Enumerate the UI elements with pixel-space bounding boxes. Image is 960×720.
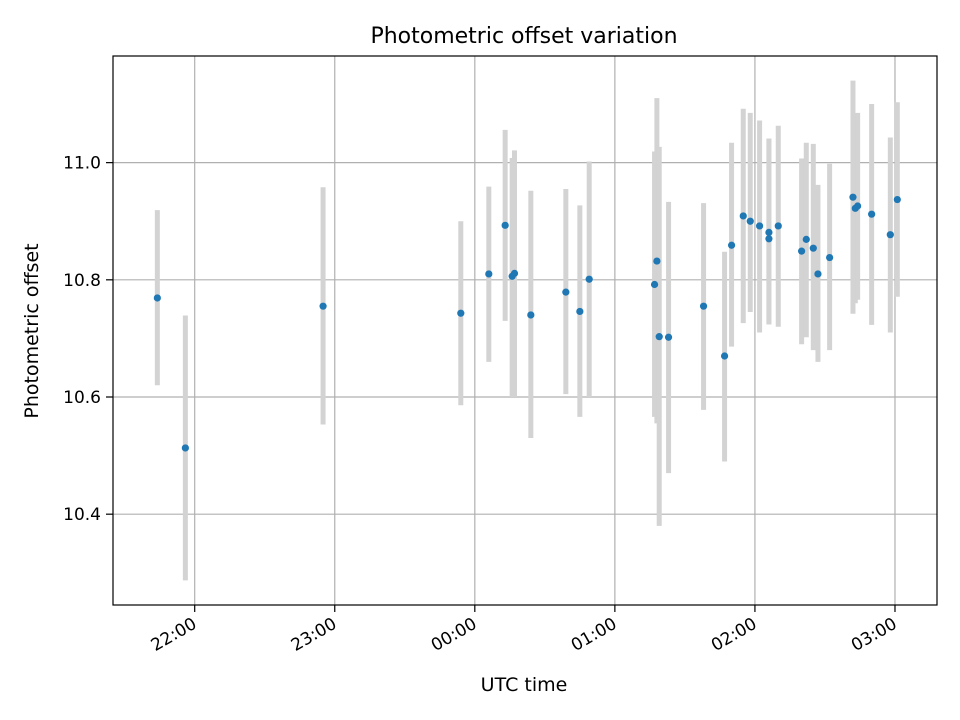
data-point: [739, 212, 747, 220]
data-point: [765, 228, 773, 236]
data-point: [655, 333, 663, 341]
data-point: [562, 288, 570, 296]
data-point: [774, 222, 782, 230]
x-tick-label: 22:00: [148, 614, 200, 656]
x-tick-label: 01:00: [568, 614, 620, 656]
data-point: [809, 244, 817, 252]
data-point: [576, 307, 584, 316]
x-axis-ticks: 22:00 23:00 00:00 01:00 02:00 03:00: [148, 605, 900, 656]
data-point: [893, 195, 901, 204]
data-point: [849, 193, 857, 201]
data-point: [826, 253, 834, 262]
data-point: [755, 222, 764, 230]
data-points: [153, 193, 901, 452]
x-tick-label: 02:00: [708, 614, 760, 656]
data-point: [699, 302, 708, 310]
data-point: [585, 275, 593, 283]
data-point: [720, 352, 729, 360]
data-point: [485, 270, 493, 278]
data-point: [746, 217, 754, 225]
data-point: [765, 235, 773, 243]
data-point: [457, 309, 465, 317]
chart-title: Photometric offset variation: [370, 24, 677, 49]
data-point: [727, 241, 736, 249]
plot-frame: [112, 55, 938, 606]
x-tick-label: 00:00: [428, 614, 480, 656]
data-point: [798, 247, 806, 255]
data-point: [153, 294, 161, 302]
data-point: [510, 269, 519, 277]
data-point: [181, 444, 189, 452]
error-bars: [154, 80, 900, 581]
data-point: [886, 231, 894, 239]
y-tick-label: 10.4: [63, 505, 101, 525]
data-point: [653, 257, 661, 265]
y-tick-label: 11.0: [63, 154, 101, 174]
data-point: [650, 280, 659, 289]
data-point: [501, 221, 509, 229]
data-point: [319, 302, 327, 310]
x-tick-label: 03:00: [848, 614, 900, 656]
y-tick-label: 10.6: [63, 388, 101, 408]
data-point: [854, 202, 862, 210]
x-tick-label: 23:00: [288, 614, 340, 656]
data-point: [802, 235, 810, 243]
y-tick-label: 10.8: [63, 271, 101, 291]
x-axis-label: UTC time: [481, 674, 568, 696]
data-point: [868, 210, 876, 218]
y-axis-label: Photometric offset: [21, 243, 43, 418]
y-axis-ticks: 10.4 10.6 10.8 11.0: [63, 154, 113, 525]
data-point: [664, 333, 673, 341]
data-point: [814, 270, 822, 278]
data-point: [527, 311, 535, 319]
